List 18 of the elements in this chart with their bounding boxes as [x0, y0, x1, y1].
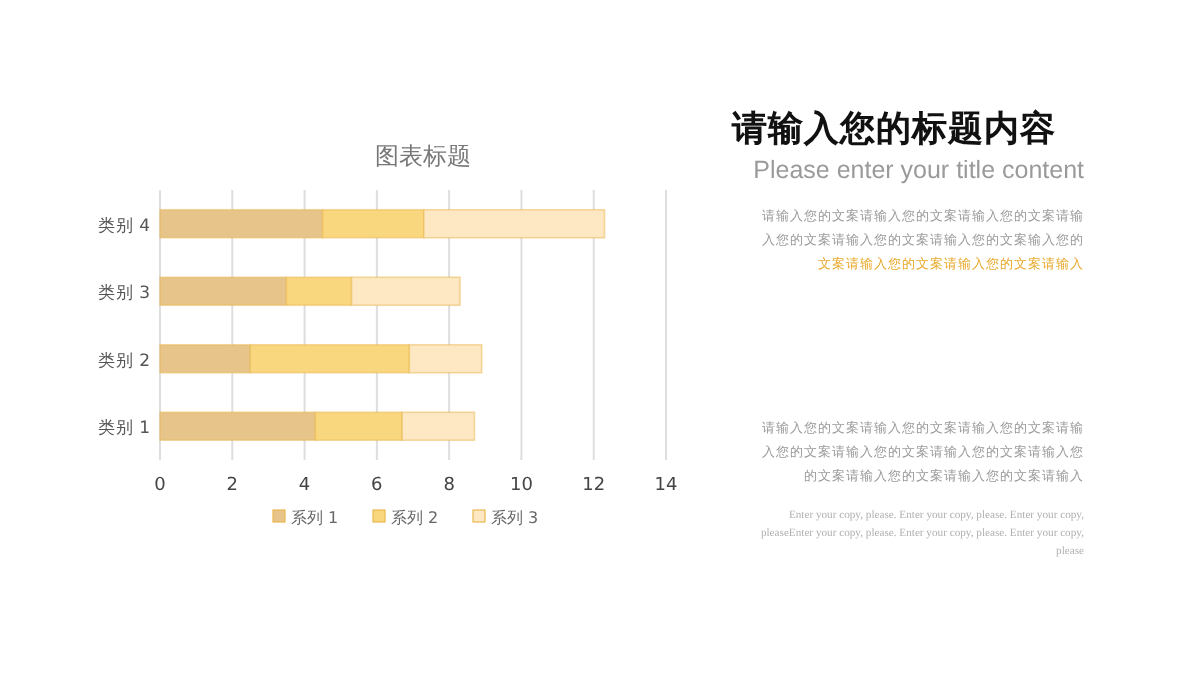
y-tick-label: 类别 2 — [97, 349, 150, 372]
chart-title: 图表标题 — [375, 142, 471, 170]
legend-label: 系列 3 — [491, 509, 539, 527]
legend-label: 系列 1 — [291, 509, 339, 527]
text: Please enter your title content — [751, 156, 1084, 184]
x-tick-label: 0 — [154, 476, 167, 496]
x-tick-label: 12 — [582, 476, 606, 496]
x-tick-label: 4 — [298, 476, 311, 496]
x-tick-label: 10 — [509, 476, 534, 496]
text: 请输入您的标题内容 — [732, 107, 1058, 152]
y-tick-label: 类别 3 — [97, 282, 150, 305]
x-tick-label: 8 — [443, 476, 456, 496]
x-tick-label: 6 — [371, 476, 384, 496]
legend-label: 系列 2 — [391, 509, 439, 527]
y-tick-label: 类别 1 — [97, 417, 150, 440]
y-tick-label: 类别 4 — [97, 214, 150, 237]
x-tick-label: 14 — [654, 476, 678, 496]
x-tick-label: 2 — [226, 476, 239, 496]
